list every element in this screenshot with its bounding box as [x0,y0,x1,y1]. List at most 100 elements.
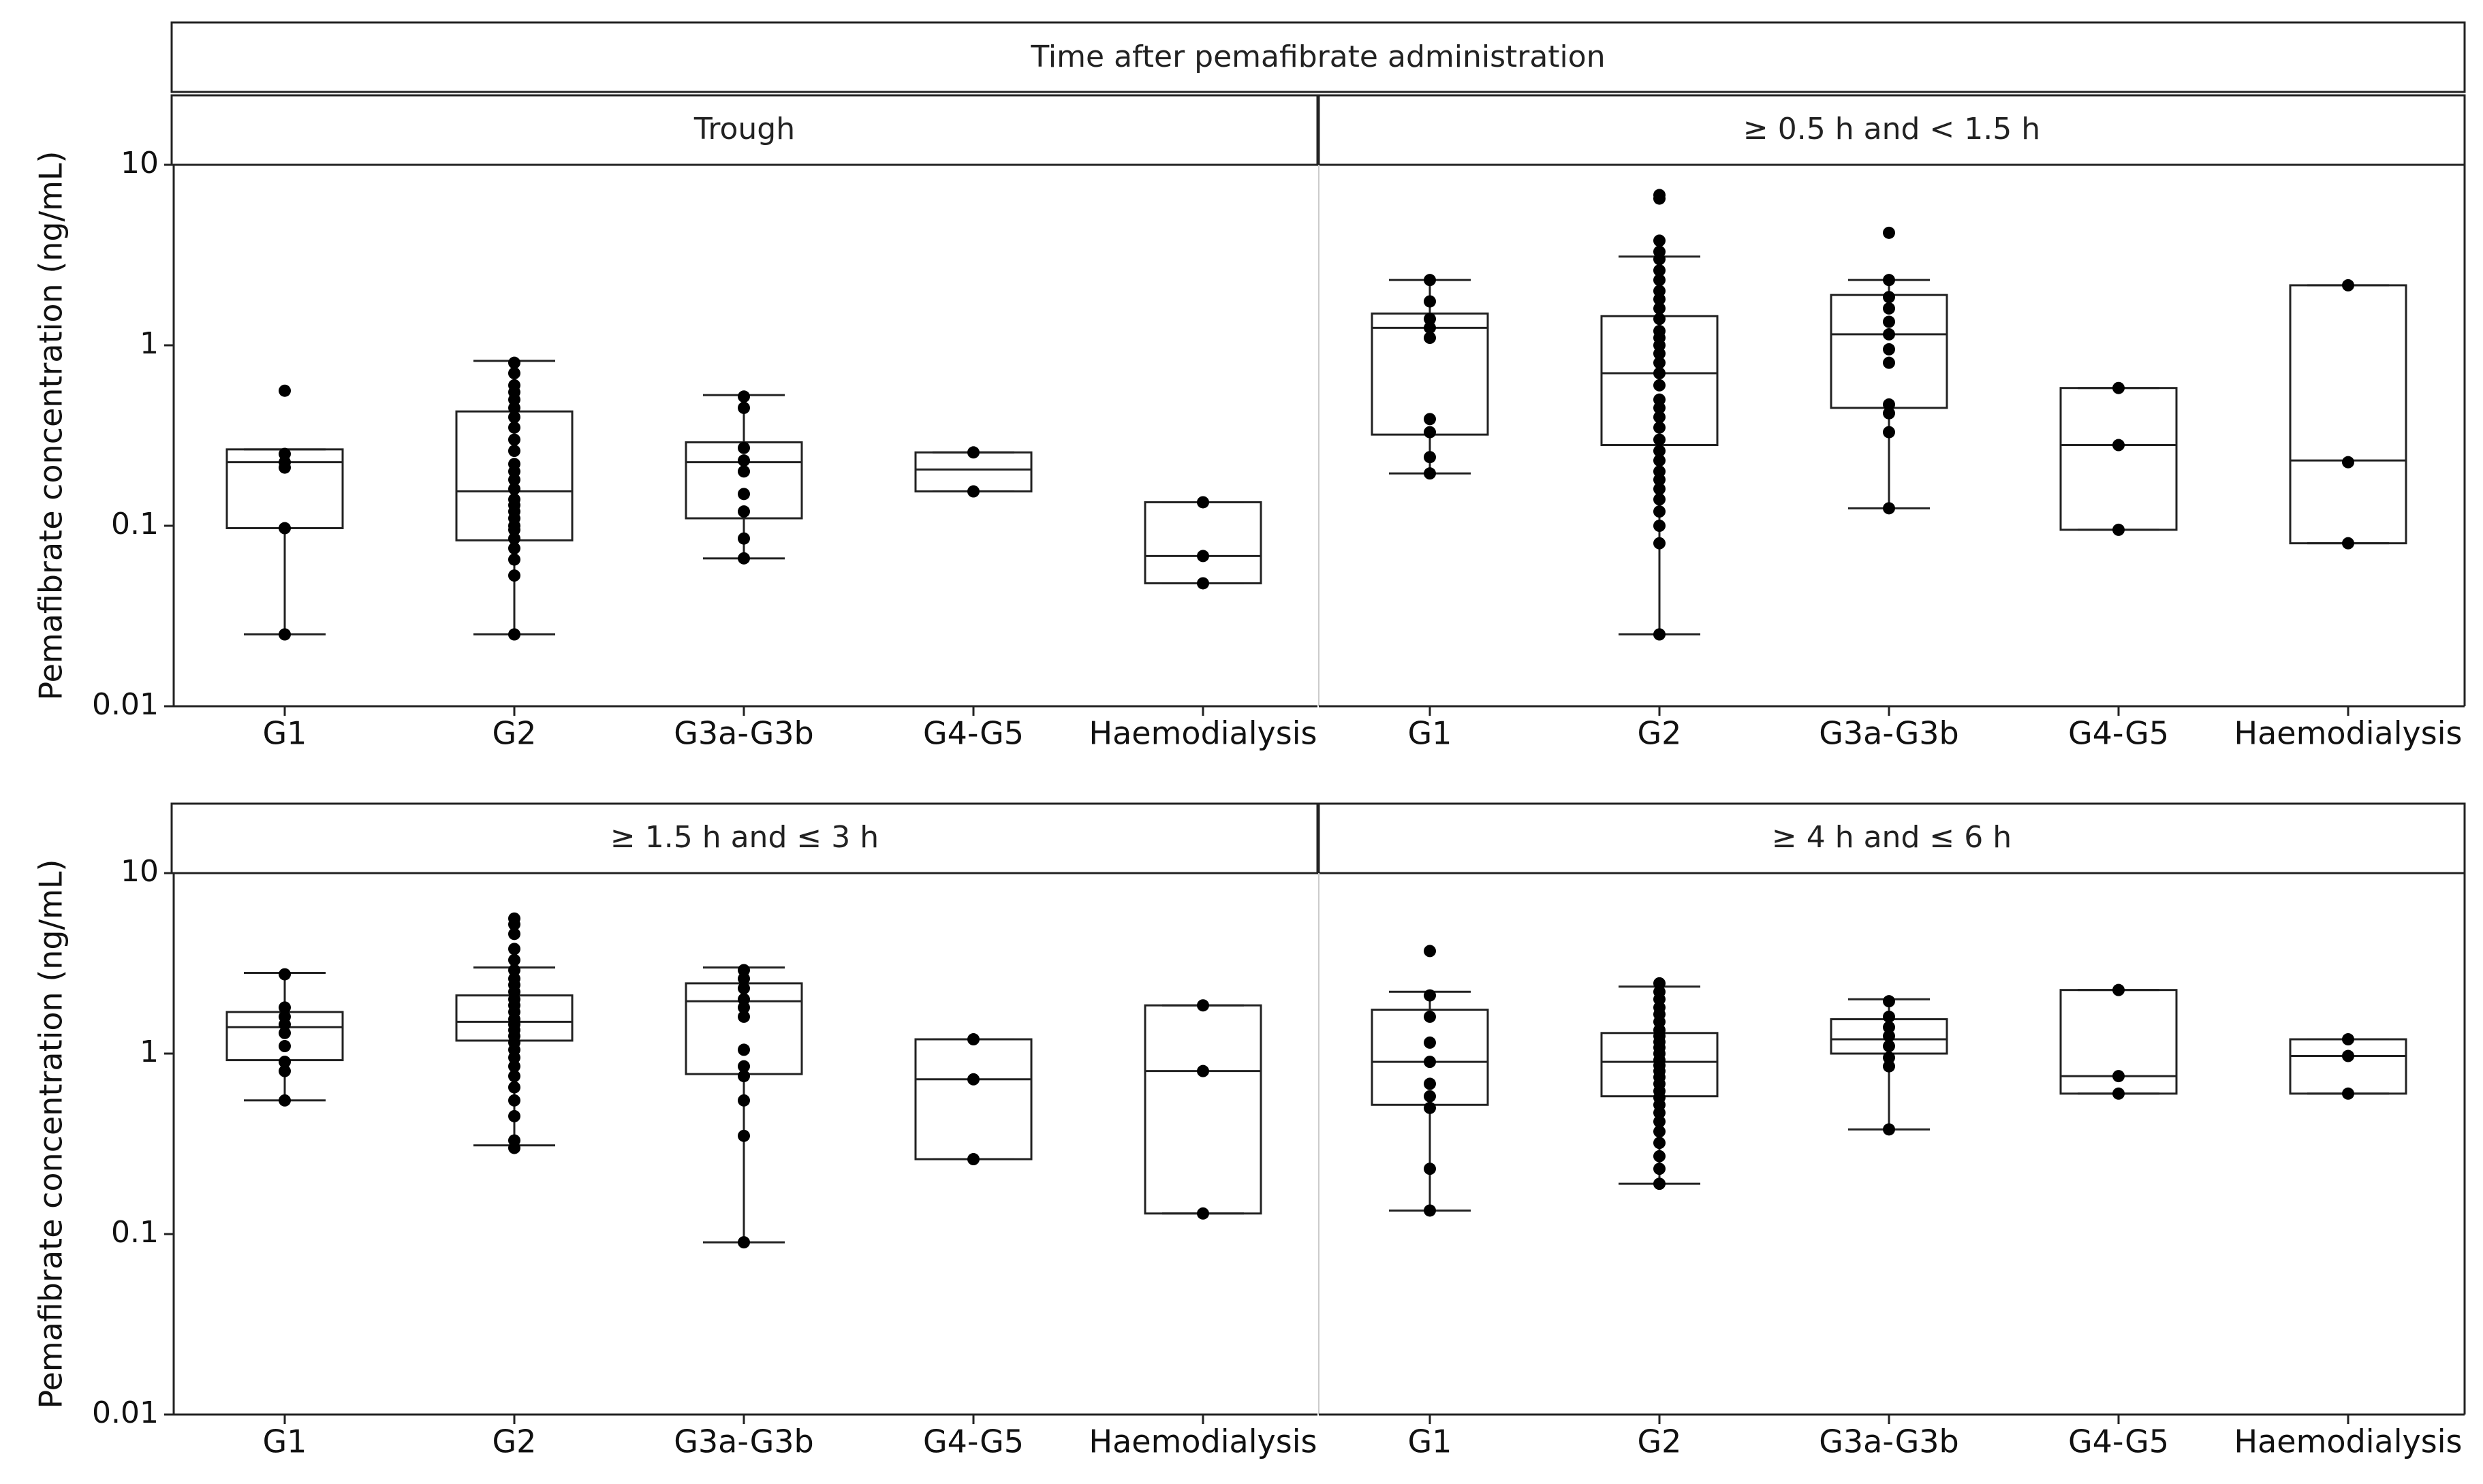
data-point [508,628,520,641]
panel-strip-1-5h-3h [170,802,1319,874]
data-point [2112,523,2125,536]
data-point [967,1073,980,1086]
x-category-label: G3a-G3b [1819,715,1959,752]
x-category-label: G2 [1638,715,1682,752]
data-point [1653,433,1666,446]
data-point [738,390,750,403]
data-point [508,421,520,434]
data-point [1653,1125,1666,1138]
data-point [508,1094,520,1107]
data-point [279,1040,291,1053]
data-point [508,532,520,545]
x-category-label: G2 [1638,1423,1682,1460]
y-tick-label: 0.01 [92,1395,159,1430]
x-category-label: G1 [1408,715,1452,752]
data-point [279,1056,291,1069]
data-point [1653,1115,1666,1128]
panel-strip-4h-6h [1317,802,2466,874]
data-point [2342,279,2354,291]
data-point [738,1060,750,1073]
data-point [508,964,520,977]
data-point [1424,1101,1436,1114]
y-tick-label: 10 [121,146,159,180]
data-point [1883,274,1895,287]
data-point [508,912,520,925]
data-point [508,569,520,582]
x-category-label: G4-G5 [2068,1423,2169,1460]
panel-label-trough: Trough [693,112,795,146]
data-point [508,379,520,392]
x-category-label: G2 [493,1423,537,1460]
box-iqr [2289,1038,2407,1095]
box-iqr [1144,1004,1262,1215]
data-point [2112,439,2125,452]
data-point [1424,413,1436,426]
data-point [1653,520,1666,532]
data-point [508,411,520,424]
y-tick-label: 10 [121,854,159,889]
data-point [508,928,520,941]
data-point [1653,1163,1666,1175]
header-strip [170,21,2466,93]
data-point [1883,328,1895,341]
data-point [1424,426,1436,439]
data-point [508,445,520,458]
y-tick-label: 0.01 [92,687,159,722]
data-point [738,1043,750,1056]
data-point [2112,983,2125,996]
data-point [1424,295,1436,308]
box-iqr [2059,387,2178,531]
data-point [2112,381,2125,394]
data-point [1653,189,1666,202]
data-point [1883,315,1895,328]
data-point [738,964,750,977]
data-point [2342,1049,2354,1062]
data-point [1883,1040,1895,1053]
data-point [1653,245,1666,258]
data-point [1424,451,1436,464]
data-point [1424,274,1436,287]
data-point [508,1109,520,1122]
data-point [1653,628,1666,641]
data-point [738,1236,750,1249]
data-point [738,973,750,985]
data-point [1197,999,1209,1012]
data-point [1424,1036,1436,1049]
data-point [508,553,520,566]
data-point [1883,1051,1895,1064]
data-point [1883,1021,1895,1034]
x-category-label: G4-G5 [923,1423,1024,1460]
y-axis-title-bottom: Pemafibrate concentration (ng/mL) [33,859,69,1408]
data-point [1883,995,1895,1008]
data-point [738,532,750,545]
y-tick-label: 0.1 [111,1215,159,1250]
data-point [1653,379,1666,392]
data-point [1653,411,1666,424]
data-point [738,1010,750,1023]
data-point [738,454,750,467]
data-point [1653,264,1666,277]
data-point [1653,493,1666,506]
y-tick-label: 1 [140,326,159,361]
data-point [738,488,750,501]
data-point [738,982,750,995]
data-point [279,522,291,535]
data-point [1197,1207,1209,1220]
data-point [1653,285,1666,298]
data-point [738,1129,750,1142]
data-point [1653,234,1666,247]
data-point [1424,1010,1436,1023]
data-point [279,968,291,981]
panel-label-0-5h-1-5h: ≥ 0.5 h and < 1.5 h [1743,112,2040,146]
data-point [1653,313,1666,326]
data-point [1883,302,1895,315]
data-point [508,1134,520,1147]
data-point [1424,1090,1436,1103]
data-point [508,367,520,380]
plot-layer: 10 1 0.1 0.01 G1 G2 G3a-G3b G4-G5 Haemodialysis G… [92,146,2466,1460]
data-point [967,446,980,459]
data-point [1197,496,1209,509]
data-point [1197,577,1209,590]
x-category-label: Haemodialysis [1089,1423,1317,1460]
